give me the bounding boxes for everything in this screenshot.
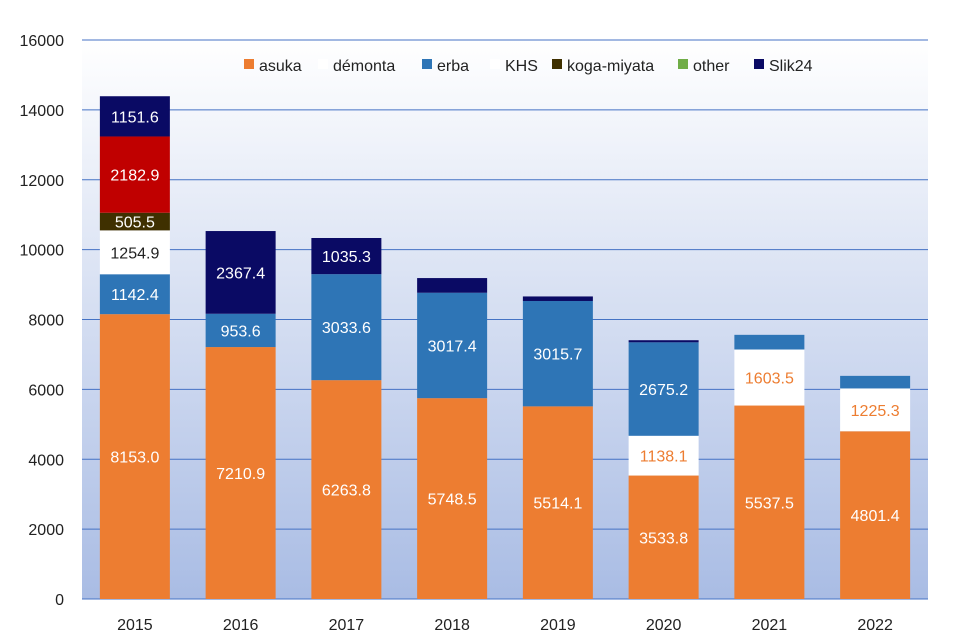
data-label: 5537.5 [745, 495, 794, 512]
data-label: 953.6 [221, 323, 261, 340]
legend-label: KHS [505, 58, 538, 75]
legend: asuka démonta erba KHS koga-miyata other Slik2… [244, 58, 813, 75]
bar-segment-asuka [840, 431, 911, 599]
x-axis: 2015 2016 2017 2018 2019 2020 2021 2022 [117, 617, 893, 634]
bar-segment-asuka [417, 398, 488, 599]
bar-segment-slik24 [311, 238, 382, 275]
x-tick-label: 2019 [540, 617, 576, 634]
legend-swatch [552, 59, 562, 69]
y-tick-label: 16000 [20, 33, 65, 50]
data-label: 1254.9 [110, 245, 159, 262]
data-label: 1151.6 [111, 109, 159, 126]
data-label: 2182.9 [110, 168, 159, 185]
data-label: 1225.3 [851, 403, 900, 420]
data-label: 3017.4 [428, 338, 477, 355]
bar-segment-asuka [99, 314, 170, 599]
bar-segment-khs [99, 230, 170, 275]
legend-label: démonta [333, 58, 395, 75]
bar-segment-asuka [205, 347, 276, 599]
y-tick-label: 10000 [20, 243, 65, 260]
bar-segment-slik24 [628, 340, 699, 343]
bar-segment-asuka [522, 406, 593, 599]
y-tick-label: 2000 [28, 522, 64, 539]
y-tick-label: 12000 [20, 173, 65, 190]
y-tick-label: 14000 [20, 103, 65, 120]
y-tick-label: 6000 [28, 382, 64, 399]
bar-segment-d-monta [734, 349, 805, 406]
x-tick-label: 2016 [223, 617, 259, 634]
bar-segment-slik24 [99, 96, 170, 137]
bar-segment-asuka [628, 475, 699, 599]
data-label: 3533.8 [639, 530, 688, 547]
data-label: 5514.1 [533, 496, 582, 513]
bar-segment-asuka [734, 405, 805, 599]
bar-segment-slik24 [417, 278, 488, 293]
x-tick-label: 2015 [117, 617, 153, 634]
y-tick-label: 4000 [28, 452, 64, 469]
x-tick-label: 2018 [434, 617, 470, 634]
data-label: 8153.0 [110, 450, 159, 467]
x-tick-label: 2017 [329, 617, 365, 634]
bar-segment-erba [311, 274, 382, 381]
data-labels: 8153.0 1142.4 1254.9 505.5 2182.9 1151.6 7210.… [110, 109, 899, 547]
legend-label: erba [437, 58, 469, 75]
legend-label: Slik24 [769, 58, 813, 75]
data-label: 1603.5 [745, 371, 794, 388]
bar-segment-koga-miyata [99, 212, 170, 231]
bar-segment-erba [205, 313, 276, 348]
data-label: 1138.1 [640, 449, 688, 466]
bar-segment-asuka [311, 380, 382, 599]
x-tick-label: 2022 [857, 617, 893, 634]
bar-segment-unlabeled [99, 136, 170, 213]
x-tick-label: 2021 [752, 617, 788, 634]
legend-swatch [244, 59, 254, 69]
data-label: 3033.6 [322, 320, 371, 337]
legend-swatch [422, 59, 432, 69]
bar-segment-slik24 [205, 231, 276, 314]
bars [99, 96, 911, 599]
data-label: 7210.9 [216, 466, 265, 483]
bar-segment-d-monta [840, 388, 911, 432]
bar-segment-erba [522, 300, 593, 407]
bar-segment-erba [840, 375, 911, 389]
legend-label: asuka [259, 58, 302, 75]
y-tick-label: 8000 [28, 313, 64, 330]
data-label: 5748.5 [428, 492, 477, 509]
data-label: 6263.8 [322, 483, 371, 500]
data-label: 505.5 [115, 215, 155, 232]
data-label: 4801.4 [851, 508, 900, 525]
bar-segment-erba [734, 334, 805, 350]
legend-swatch [678, 59, 688, 69]
legend-swatch [318, 59, 328, 69]
legend-swatch [490, 59, 500, 69]
legend-swatch [754, 59, 764, 69]
bar-segment-erba [417, 292, 488, 399]
legend-label: koga-miyata [567, 58, 654, 75]
data-label: 2367.4 [216, 265, 265, 282]
data-label: 3015.7 [533, 347, 582, 364]
y-tick-label: 0 [55, 592, 64, 609]
x-tick-label: 2020 [646, 617, 682, 634]
data-label: 2675.2 [639, 382, 688, 399]
legend-label: other [693, 58, 730, 75]
data-label: 1035.3 [322, 249, 371, 266]
bar-segment-erba [628, 342, 699, 436]
bar-segment-slik24 [522, 296, 593, 301]
y-axis: 0 2000 4000 6000 8000 10000 12000 14000 16000 [20, 33, 65, 609]
data-label: 1142.4 [111, 287, 159, 304]
bar-segment-erba [99, 274, 170, 315]
bar-segment-d-monta [628, 435, 699, 476]
